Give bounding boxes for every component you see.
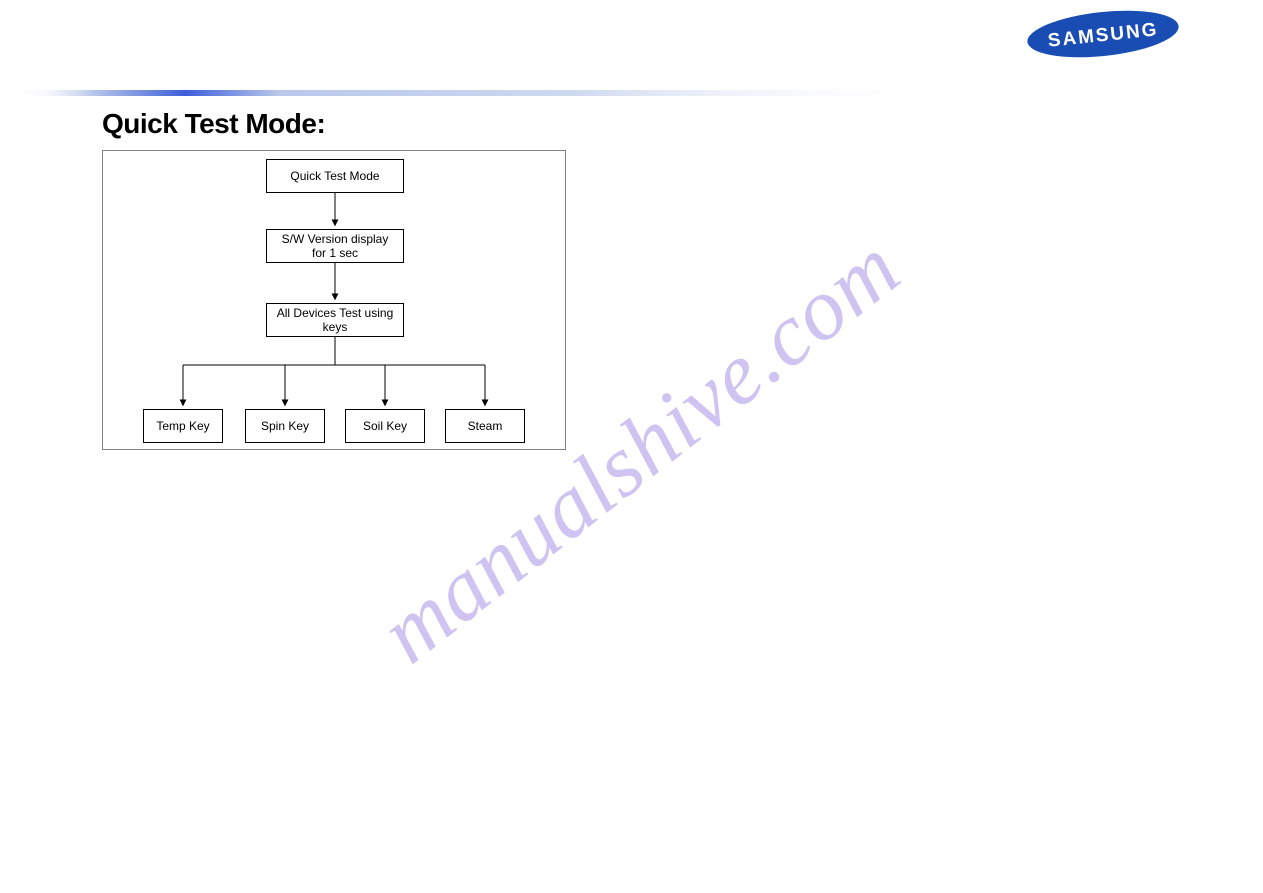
flowchart-node: Temp Key — [143, 409, 223, 443]
page-title: Quick Test Mode: — [102, 108, 325, 140]
flowchart-node: S/W Version display for 1 sec — [266, 229, 404, 263]
flowchart-node: Steam — [445, 409, 525, 443]
header-divider — [18, 85, 948, 95]
flowchart-node: Soil Key — [345, 409, 425, 443]
flowchart-node: Spin Key — [245, 409, 325, 443]
flowchart-container: Quick Test Mode S/W Version display for … — [102, 150, 566, 450]
samsung-logo: SAMSUNG — [1023, 8, 1183, 65]
flowchart-node: Quick Test Mode — [266, 159, 404, 193]
flowchart-node: All Devices Test using keys — [266, 303, 404, 337]
flowchart-connectors — [103, 151, 565, 449]
